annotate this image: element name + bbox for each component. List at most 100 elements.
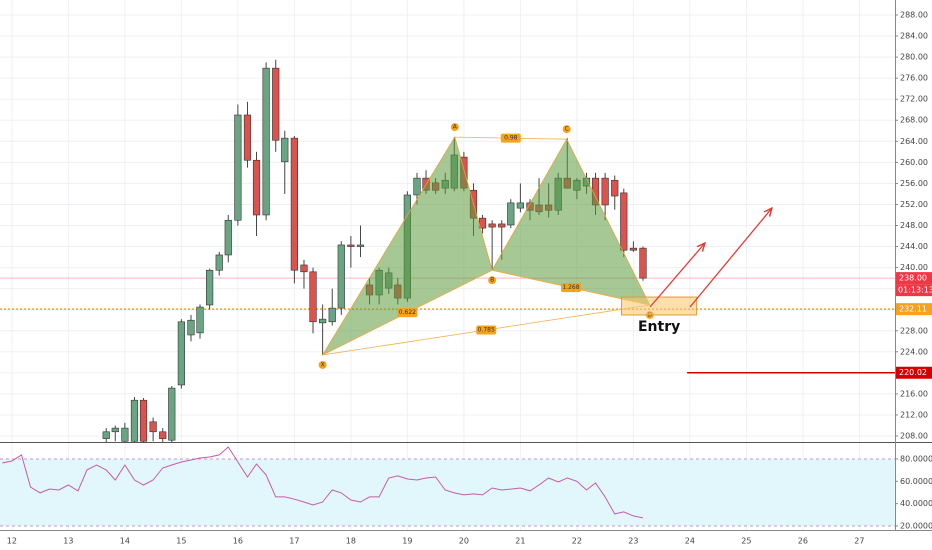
ratio-label: 0.785 (478, 326, 495, 333)
candle-body (413, 177, 421, 196)
candle-body (347, 244, 355, 247)
candle-body (516, 202, 524, 209)
y-tick-label: 60.0000 (900, 477, 932, 486)
x-tick-label: 14 (120, 537, 130, 546)
pattern-point (562, 125, 571, 134)
candle-body (159, 431, 167, 439)
candle-body (281, 137, 289, 163)
x-tick-label: 27 (854, 537, 864, 546)
y-tick-label: 228.00 (900, 326, 928, 335)
y-tick-label: 280.00 (900, 53, 928, 62)
candle-body (639, 247, 647, 279)
x-tick-label: 21 (515, 537, 525, 546)
y-tick-label: 264.00 (900, 137, 928, 146)
candle-body (243, 114, 252, 161)
arrow (649, 243, 705, 308)
ratio-box (397, 308, 418, 318)
rsi-line (2, 446, 644, 519)
price-label: 232.11 (899, 305, 927, 314)
entry-label: Entry (638, 319, 680, 335)
candle-body (262, 67, 270, 216)
x-tick-label: 25 (741, 537, 751, 546)
candle-body (356, 244, 365, 247)
candle-body (498, 223, 506, 228)
pattern-point-label: X (321, 361, 325, 368)
candle-body (319, 318, 327, 324)
ratio-label: 0.98 (504, 135, 518, 142)
y-tick-label: 224.00 (900, 347, 928, 356)
price-label-box (896, 272, 932, 285)
candle-body (328, 307, 336, 323)
ratio-label: 1.268 (562, 284, 579, 291)
pattern-point (450, 123, 459, 132)
x-tick-label: 12 (7, 537, 17, 546)
candle-body (121, 427, 129, 442)
countdown-box (896, 284, 932, 297)
candle-body (300, 264, 308, 273)
candle-body (139, 399, 148, 442)
pattern-point-label: A (453, 124, 458, 131)
ratio-box (560, 283, 581, 293)
candle-body (215, 254, 223, 271)
candle-body (102, 431, 110, 439)
arrow (689, 208, 772, 308)
y-tick-label: 216.00 (900, 389, 928, 398)
y-tick-label: 268.00 (900, 116, 928, 125)
rsi-band (0, 458, 895, 526)
x-tick-label: 26 (798, 537, 808, 546)
candle-body (206, 269, 214, 306)
entry-box (621, 296, 698, 316)
x-tick-label: 24 (685, 537, 695, 546)
candle-body (196, 306, 204, 334)
candle-body (488, 223, 496, 228)
candle-body (629, 247, 637, 251)
candle-body (149, 421, 157, 433)
y-tick-label: 252.00 (900, 200, 928, 209)
y-tick-label: 272.00 (900, 95, 928, 104)
y-tick-label: 248.00 (900, 221, 928, 230)
candle-body (177, 321, 185, 386)
candle-body (601, 177, 609, 206)
y-tick-label: 80.0000 (900, 454, 932, 463)
x-tick-label: 13 (63, 537, 73, 546)
y-tick-label: 208.00 (900, 432, 928, 441)
candle-body (168, 387, 176, 441)
x-tick-label: 19 (402, 537, 412, 546)
price-label-box (896, 366, 932, 379)
x-tick-label: 22 (572, 537, 582, 546)
x-tick-label: 15 (176, 537, 186, 546)
candle-body (187, 319, 195, 336)
x-tick-label: 23 (628, 537, 638, 546)
candle-body (507, 202, 515, 226)
y-tick-label: 284.00 (900, 32, 928, 41)
x-tick-label: 18 (346, 537, 356, 546)
candle-body (620, 192, 628, 251)
pattern-point-label: C (565, 126, 569, 133)
pattern-point (488, 276, 497, 285)
candle-body (272, 67, 280, 141)
y-tick-label: 244.00 (900, 242, 928, 251)
y-tick-label: 212.00 (900, 410, 928, 419)
candle-body (337, 244, 345, 309)
countdown: 01:13:13 (898, 286, 932, 295)
candle-body (111, 427, 119, 433)
pattern-point-label: B (490, 277, 494, 284)
candle-body (130, 399, 139, 442)
y-tick-label: 276.00 (900, 74, 928, 83)
y-tick-label: 240.00 (900, 263, 928, 272)
candle-body (290, 137, 298, 271)
pattern-point (318, 360, 327, 369)
x-tick-label: 20 (459, 537, 469, 546)
candle-body (611, 179, 619, 197)
candle-body (309, 271, 317, 323)
ratio-label: 0.622 (399, 309, 416, 316)
candle-body (234, 114, 242, 221)
price-label-box (896, 303, 932, 316)
ratio-box (500, 133, 521, 143)
price-label: 238.00 (899, 274, 927, 283)
candle-body (252, 159, 261, 216)
y-tick-label: 256.00 (900, 179, 928, 188)
y-tick-label: 288.00 (900, 10, 928, 19)
ratio-box (476, 325, 497, 335)
